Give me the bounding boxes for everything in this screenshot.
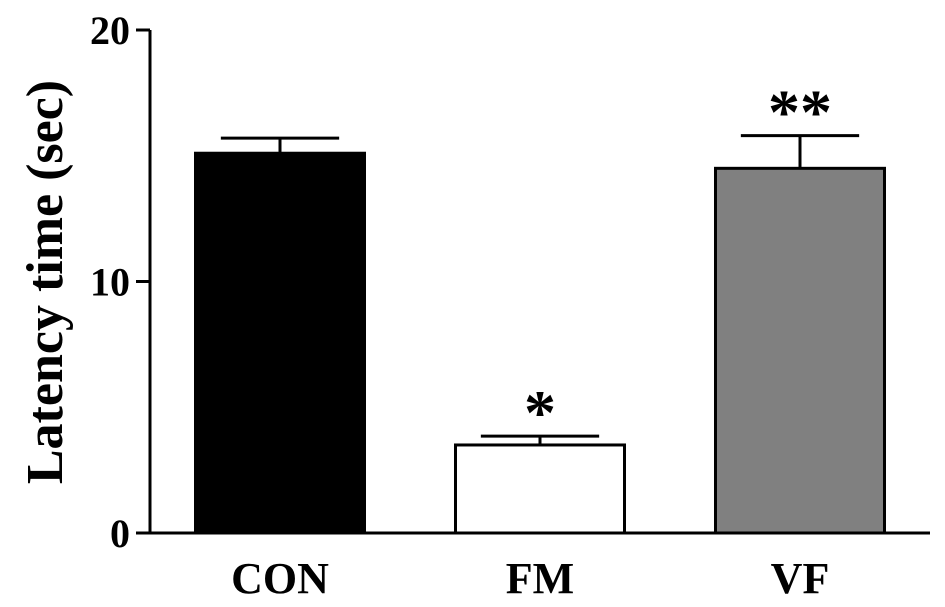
error-bars-group <box>220 134 860 445</box>
y-tick-label: 10 <box>90 260 130 305</box>
bar-con <box>194 151 366 535</box>
significance-marker-fm: * <box>524 377 556 448</box>
x-tick-label: VF <box>771 554 830 603</box>
x-axis: CON FM VF <box>150 531 930 603</box>
significance-marker-vf: ** <box>768 77 832 148</box>
y-tick-label: 20 <box>90 8 130 53</box>
y-axis-title: Latency time (sec) <box>17 80 74 484</box>
y-tick-label: 0 <box>110 511 130 556</box>
bar-vf <box>714 166 886 535</box>
x-tick-label: CON <box>231 554 329 603</box>
x-tick-label: FM <box>506 554 574 603</box>
bars-group <box>194 151 886 535</box>
y-axis: 0 10 20 <box>90 8 152 556</box>
significance-markers: *** <box>524 77 832 449</box>
bar-fm <box>454 443 626 535</box>
